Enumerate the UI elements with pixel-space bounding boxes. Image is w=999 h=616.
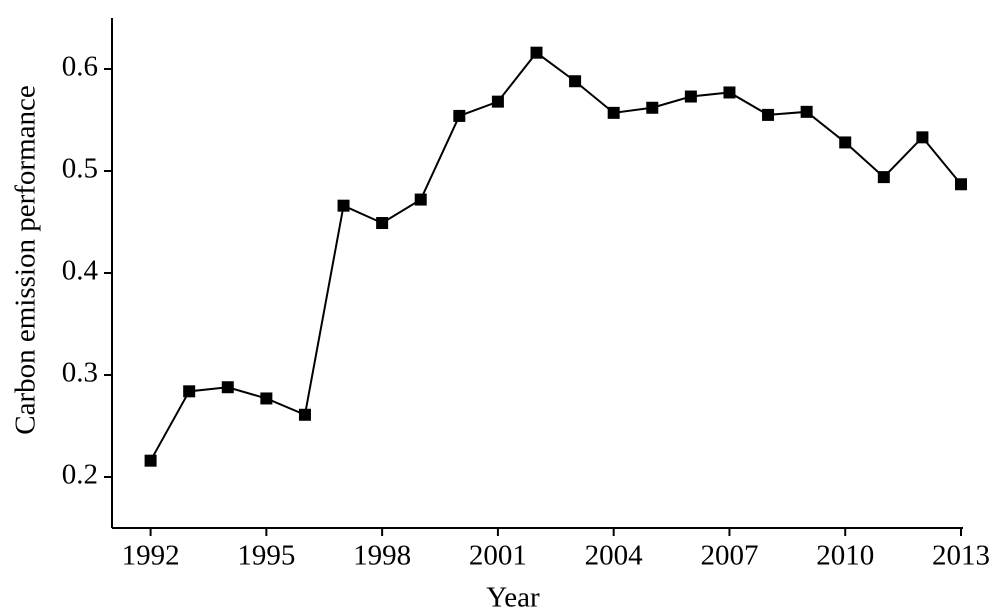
data-point [877,171,890,184]
data-point [762,108,775,121]
x-tick-label: 2004 [585,540,644,572]
data-point [955,178,967,191]
data-line [149,51,962,462]
x-tick-label: 2013 [932,540,990,572]
y-tick-label: 0.6 [62,51,98,83]
data-point [723,86,736,99]
y-tick-label: 0.2 [62,459,98,491]
data-point [800,105,813,118]
y-axis-label: Carbon emission performance [10,85,42,435]
data-point [183,385,196,398]
x-tick-label: 1998 [353,540,411,572]
x-tick-label: 2001 [469,540,527,572]
data-point [569,75,582,88]
data-point [491,95,504,108]
data-point [839,136,852,149]
data-point [607,106,620,119]
data-point [414,193,427,206]
x-axis-label: Year [486,582,540,614]
data-point [144,454,157,467]
x-tick-label: 2010 [816,540,874,572]
data-point [453,109,466,122]
data-point [530,46,543,59]
y-tick-label: 0.3 [62,357,98,389]
x-tick-label: 2007 [700,540,758,572]
data-point [260,392,273,405]
x-tick-label: 1992 [122,540,180,572]
y-tick-label: 0.4 [62,255,99,287]
x-tick-label: 1995 [237,540,295,572]
data-point [916,131,929,144]
data-point [646,101,659,114]
y-tick-label: 0.5 [62,153,98,185]
data-point [298,408,311,421]
data-point [221,381,234,394]
data-point [337,199,350,212]
data-point [684,90,697,103]
data-point [376,217,389,230]
